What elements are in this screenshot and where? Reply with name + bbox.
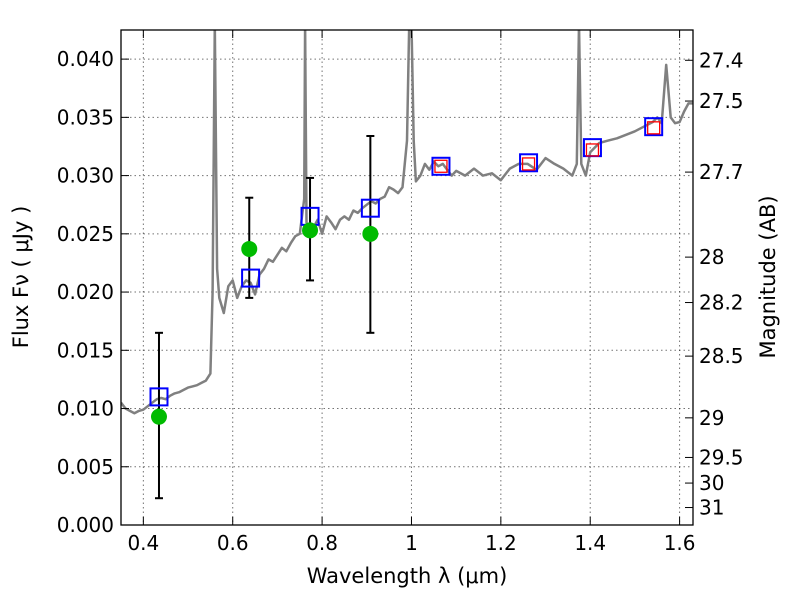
model-photometry-square [360, 198, 380, 218]
x-axis: 0.4 0.6 0.8 1 1.2 1.4 1.6 [127, 30, 696, 555]
mag-tick-label: 27.5 [699, 89, 744, 113]
observed-ir-square [434, 159, 448, 173]
x-axis-label: Wavelength λ (μm) [307, 564, 508, 588]
mag-tick-label: 27.4 [699, 48, 744, 72]
y-tick-label: 0.010 [57, 397, 114, 421]
y-tick-label: 0.005 [57, 455, 114, 479]
y-tick-label: 0.015 [57, 338, 114, 362]
plot-frame [120, 29, 694, 526]
mag-tick-label: 29 [699, 406, 724, 430]
mag-tick-label: 30 [699, 471, 724, 495]
mag-tick-label: 28.2 [699, 291, 744, 315]
observed-optical-point [302, 222, 319, 239]
observed-ir-square [647, 121, 661, 135]
model-photometry-square [644, 117, 664, 137]
y-axis-label: Flux Fν ( μJy ) [9, 206, 33, 349]
y-tick-label: 0.020 [57, 280, 114, 304]
observed-optical-point [150, 408, 167, 425]
observed-optical-point [362, 225, 379, 242]
x-tick-label: 0.4 [127, 531, 159, 555]
x-tick-label: 1.6 [664, 531, 696, 555]
mag-tick-label: 31 [699, 496, 724, 520]
mag-tick-label: 29.5 [699, 445, 744, 469]
model-photometry-square [149, 387, 169, 407]
mag-tick-label: 27.7 [699, 160, 744, 184]
model-photometry-square [431, 156, 451, 176]
model-photometry-square [519, 153, 539, 173]
photometry-markers [149, 117, 664, 500]
observed-ir-square [585, 143, 600, 157]
plot-area [121, 30, 693, 415]
x-tick-label: 0.6 [217, 531, 249, 555]
observed-optical-point [241, 240, 258, 257]
mag-tick-label: 28 [699, 245, 724, 269]
model-photometry-square [241, 268, 261, 288]
y-tick-label: 0.040 [57, 47, 114, 71]
observed-ir-square [521, 157, 536, 171]
y-tick-label: 0.000 [57, 513, 114, 537]
x-tick-label: 0.8 [306, 531, 338, 555]
x-tick-label: 1.4 [574, 531, 606, 555]
y-axis-flux: 0.000 0.005 0.010 0.015 0.020 0.025 0.030 0.035… [57, 47, 129, 537]
y-tick-label: 0.030 [57, 164, 114, 188]
y-tick-label: 0.025 [57, 222, 114, 246]
x-tick-label: 1.2 [485, 531, 517, 555]
y-tick-label: 0.035 [57, 105, 114, 129]
y2-axis-label: Magnitude (AB) [756, 195, 780, 358]
x-tick-label: 1 [405, 531, 418, 555]
model-spectrum-line [121, 30, 693, 415]
mag-tick-label: 28.5 [699, 344, 744, 368]
